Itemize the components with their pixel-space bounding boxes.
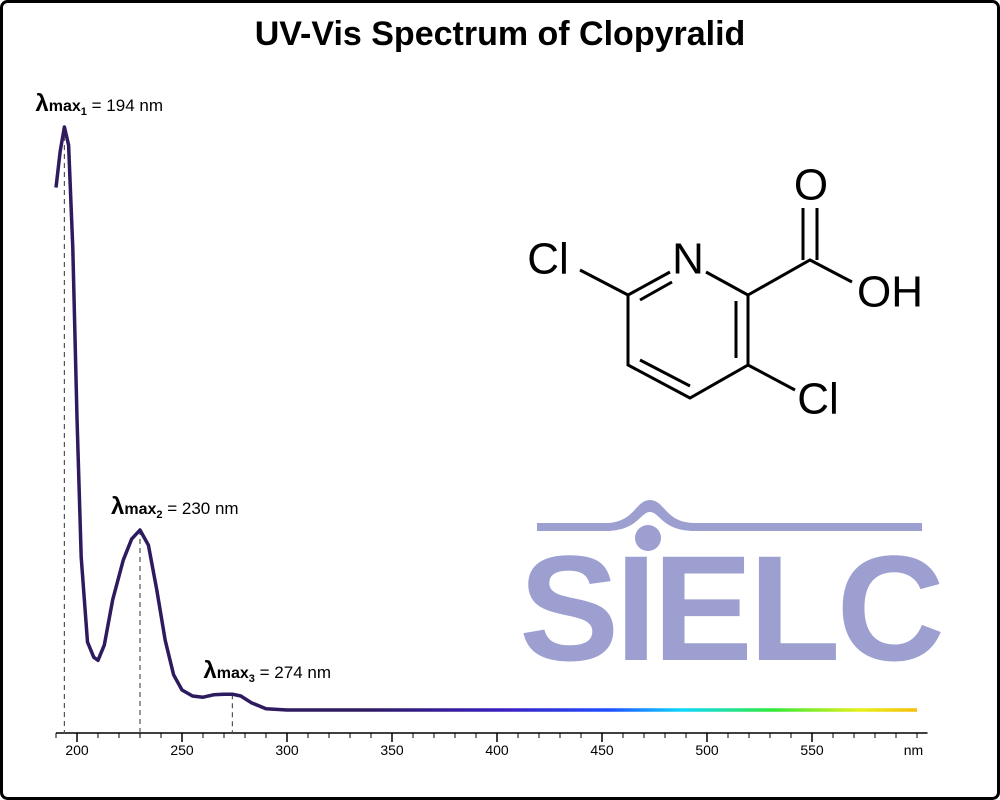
peak-text: = 274 nm [255,663,331,682]
ring [626,270,750,400]
atom-label: O [794,161,828,210]
atom-label: Cl [797,375,839,424]
x-unit: nm [904,742,923,758]
atom-label: N [672,235,704,284]
index: 2 [156,509,162,521]
peak-label: λmax2 = 230 nm [111,493,239,521]
atom-label: OH [857,268,923,317]
double-bonds [639,280,738,388]
lambda: λ [203,657,216,684]
x-tick-label: 400 [485,742,509,758]
logo-text: SIELC [519,524,941,692]
x-tick-label: 250 [170,742,194,758]
x-tick-label: 200 [65,742,89,758]
peak-label: λmax3 = 274 nm [203,657,331,685]
subscript: max [49,98,81,115]
peak-text: = 194 nm [87,96,163,115]
logo: SIELC [519,500,946,692]
x-tick-label: 500 [695,742,719,758]
structure: Cl N O OH Cl [527,161,923,424]
peak-label: λmax1 = 194 nm [35,90,163,118]
logo-swoosh [537,500,922,531]
x-tick-label: 450 [590,742,614,758]
subscript: max [124,501,156,518]
chart-title: UV-Vis Spectrum of Clopyralid [255,15,746,53]
logo-dot [635,525,661,551]
lambda: λ [35,90,48,117]
atom-label: Cl [527,235,569,284]
x-tick-label: 300 [275,742,299,758]
x-tick-label: 550 [800,742,824,758]
index: 1 [81,106,87,118]
subscript: max [217,665,249,682]
spectrum-line [54,125,917,712]
bonds [579,208,853,392]
peak-text: = 230 nm [163,499,239,518]
x-tick-label: 350 [380,742,404,758]
lambda: λ [111,493,124,520]
index: 3 [249,673,255,685]
